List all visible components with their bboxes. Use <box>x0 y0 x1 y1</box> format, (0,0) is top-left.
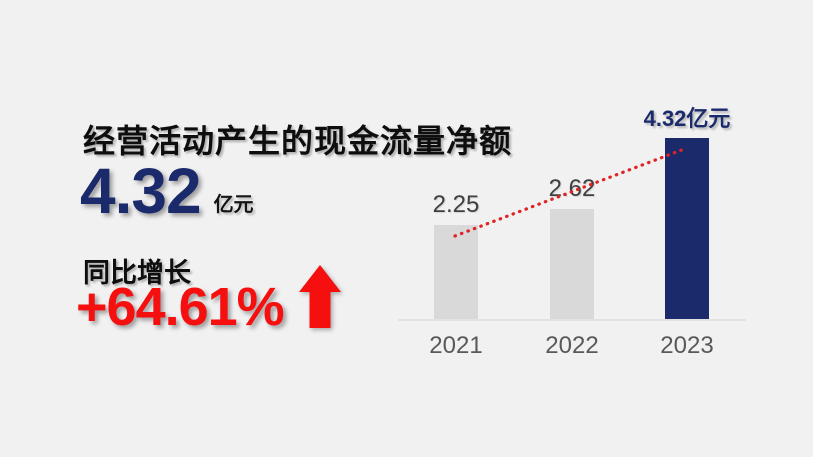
main-metric-value: 4.32 <box>80 155 202 227</box>
growth-label: 同比增长 <box>83 258 191 288</box>
x-axis-line <box>398 319 746 321</box>
bar-2023 <box>665 138 709 319</box>
x-tick-2023: 2023 <box>660 332 714 359</box>
main-metric: 4.32 亿元 <box>80 155 254 227</box>
x-tick-2022: 2022 <box>545 332 599 359</box>
bar-group-2021: 2.25 <box>432 191 480 319</box>
bar-2022 <box>550 209 594 319</box>
bar-value-label-2022: 2.62 <box>548 175 596 202</box>
growth-value: +64.61% <box>76 276 285 337</box>
bar-value-label-2023: 4.32亿元 <box>643 106 731 131</box>
page-title: 经营活动产生的现金流量净额 <box>83 123 513 159</box>
bar-group-2023: 4.32亿元 <box>644 101 730 319</box>
growth-metric: +64.61% <box>76 265 341 337</box>
bar-chart: 2.25 2.62 4.32亿元 2021 2022 2023 <box>398 106 746 359</box>
bar-value-label-2021: 2.25 <box>432 191 480 218</box>
main-metric-unit: 亿元 <box>213 194 254 217</box>
up-arrow-icon <box>298 265 341 328</box>
bar-2021 <box>434 225 478 319</box>
bar-group-2022: 2.62 <box>548 175 596 319</box>
x-tick-2021: 2021 <box>429 332 483 359</box>
